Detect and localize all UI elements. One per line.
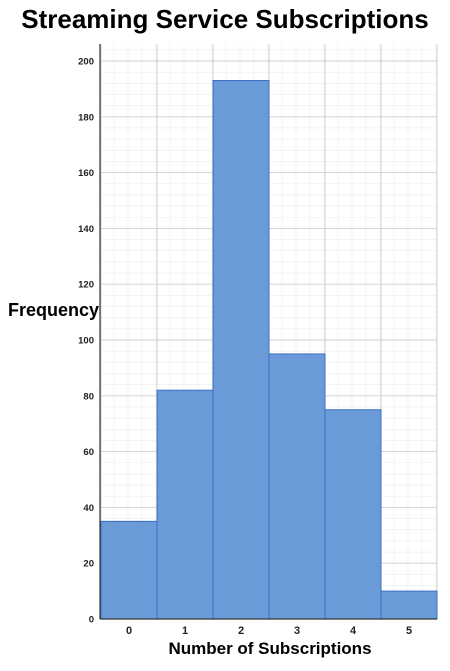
bar-5 <box>380 590 438 620</box>
bar-0 <box>100 520 158 620</box>
x-axis-label: Number of Subscriptions <box>168 639 372 658</box>
y-tick-label: 80 <box>83 391 94 402</box>
y-tick-label: 40 <box>83 503 94 514</box>
y-tick-label: 0 <box>89 615 94 626</box>
bar-1 <box>156 389 214 620</box>
y-tick-label: 200 <box>78 57 94 68</box>
y-tick-label: 120 <box>78 280 94 291</box>
y-tick-label: 60 <box>83 447 94 458</box>
y-tick-label: 140 <box>78 224 94 235</box>
chart-title: Streaming Service Subscriptions <box>21 4 429 34</box>
x-tick-label: 5 <box>406 625 412 637</box>
y-axis-label: Frequency <box>8 300 100 320</box>
x-tick-label: 4 <box>350 625 357 637</box>
bar-3 <box>268 353 326 620</box>
y-tick-label: 100 <box>78 336 94 347</box>
bar-2 <box>212 80 270 620</box>
x-tick-label: 0 <box>126 625 132 637</box>
x-tick-label: 1 <box>182 625 188 637</box>
y-tick-label: 160 <box>78 168 94 179</box>
bar-4 <box>324 409 382 620</box>
x-tick-label: 2 <box>238 625 244 637</box>
y-tick-label: 20 <box>83 559 94 570</box>
y-tick-label: 180 <box>78 112 94 123</box>
x-tick-label: 3 <box>294 625 300 637</box>
